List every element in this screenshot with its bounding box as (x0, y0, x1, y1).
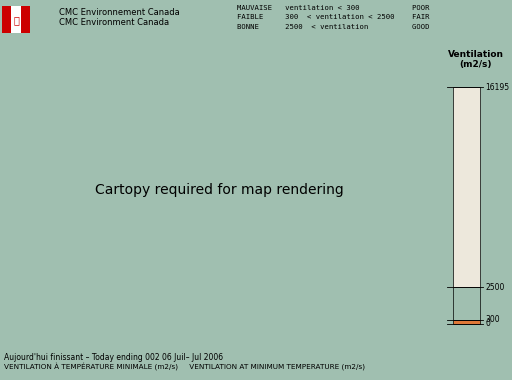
Text: MAUVAISE   ventilation < 300            POOR: MAUVAISE ventilation < 300 POOR (237, 5, 430, 11)
Bar (453, 287, 480, 320)
Text: 300: 300 (485, 315, 500, 324)
Text: BONNE      2500  < ventilation          GOOD: BONNE 2500 < ventilation GOOD (237, 24, 430, 30)
Text: 0: 0 (485, 320, 490, 328)
Text: 🍁: 🍁 (13, 15, 19, 25)
Text: Ventilation
(m2/s): Ventilation (m2/s) (447, 50, 504, 69)
Text: VENTILATION À TEMPÉRATURE MINIMALE (m2/s)     VENTILATION AT MINIMUM TEMPERATURE: VENTILATION À TEMPÉRATURE MINIMALE (m2/s… (5, 363, 366, 372)
Text: 2500: 2500 (485, 283, 505, 292)
Bar (453, 320, 480, 324)
Text: FAIBLE     300  < ventilation < 2500    FAIR: FAIBLE 300 < ventilation < 2500 FAIR (237, 14, 430, 20)
Bar (21, 6, 30, 33)
Bar (2, 6, 11, 33)
Text: CMC Environnement Canada: CMC Environnement Canada (59, 8, 180, 16)
Text: CMC Environment Canada: CMC Environment Canada (59, 18, 169, 27)
Bar (11, 6, 21, 33)
Text: Cartopy required for map rendering: Cartopy required for map rendering (95, 183, 344, 197)
Bar (453, 87, 480, 287)
Text: 16195: 16195 (485, 83, 509, 92)
Text: Aujourd'hui finissant – Today ending 002 06 Juil– Jul 2006: Aujourd'hui finissant – Today ending 002… (5, 353, 224, 362)
